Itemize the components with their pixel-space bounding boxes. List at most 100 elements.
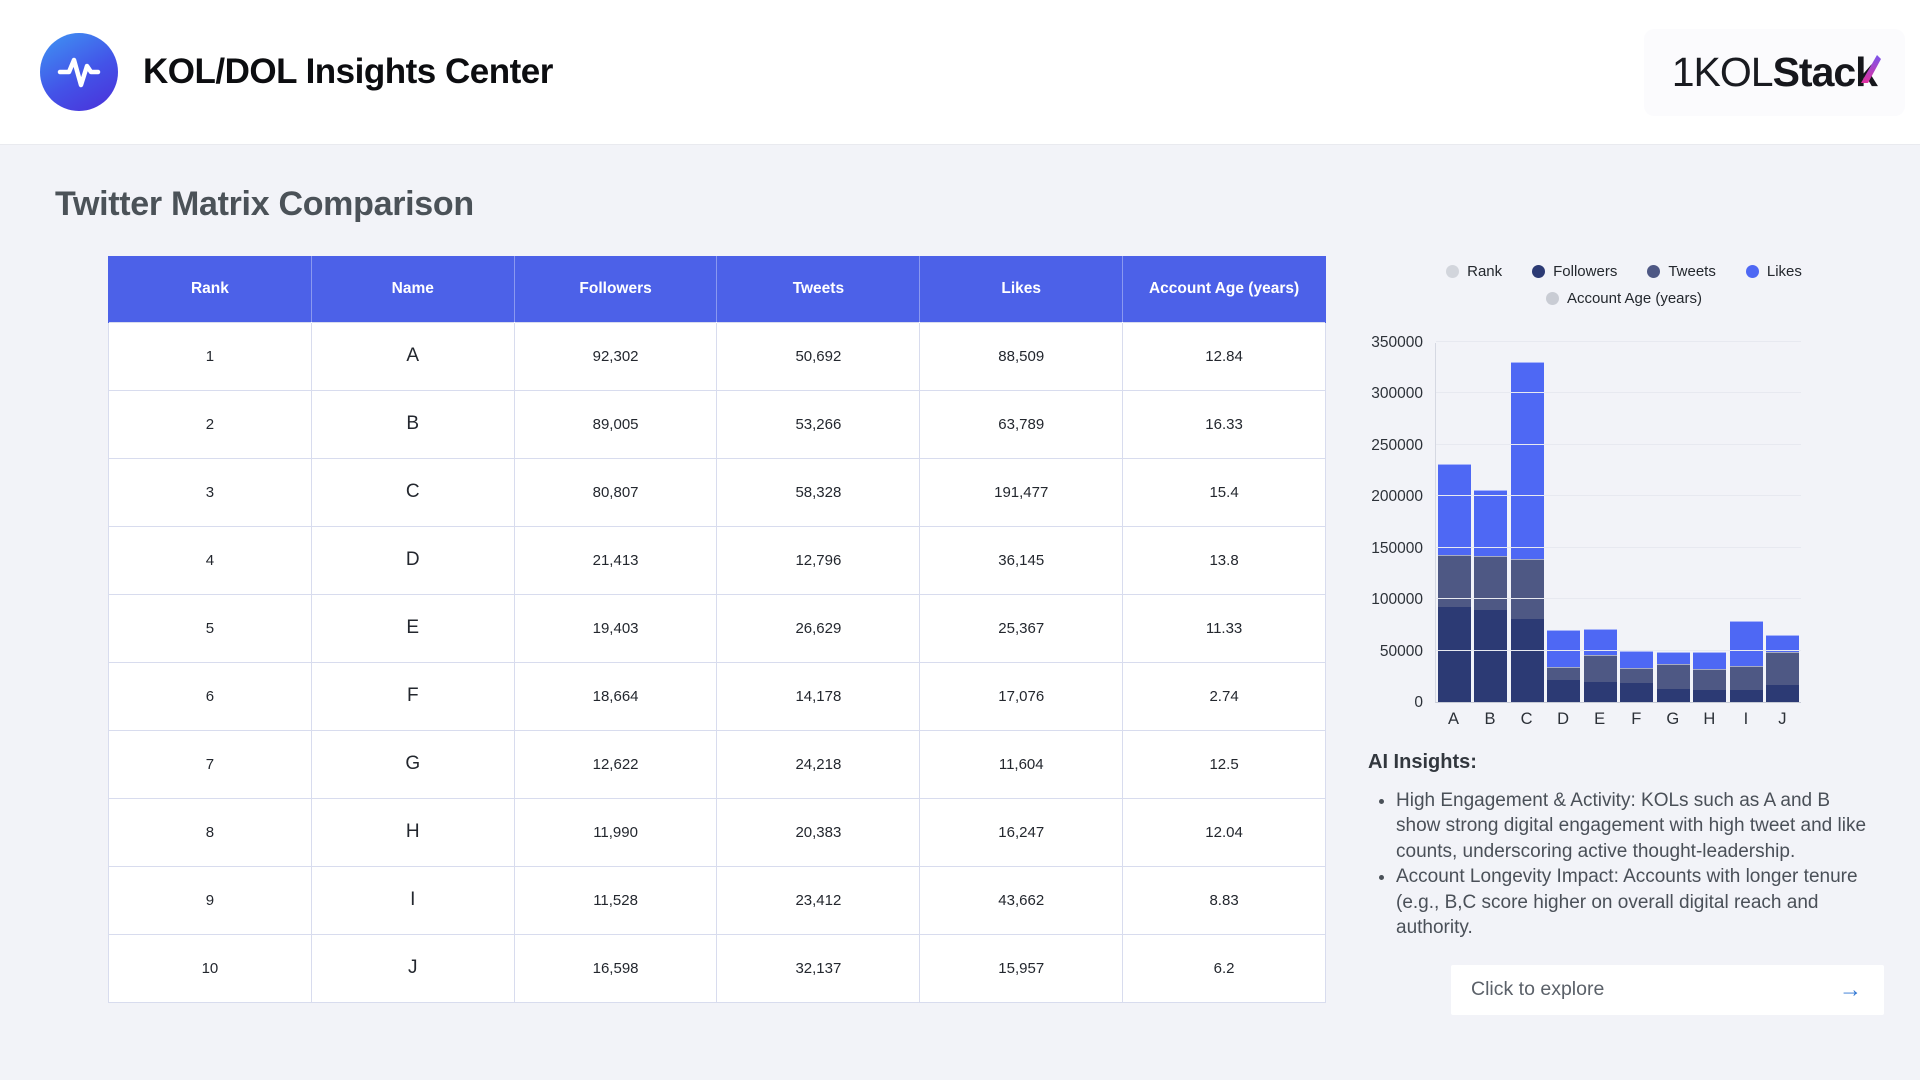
legend-item-rank[interactable]: Rank [1446, 263, 1502, 280]
table-header-row: Rank Name Followers Tweets Likes Account Age … [108, 256, 1326, 322]
bar-segment-likes [1765, 635, 1799, 652]
table-cell: 5 [108, 593, 312, 663]
bar-segment-likes [1693, 652, 1727, 669]
x-axis-label: J [1778, 710, 1787, 728]
column-header: Likes [919, 256, 1124, 322]
legend-item-account-age-years[interactable]: Account Age (years) [1545, 290, 1702, 307]
gridline [1436, 392, 1801, 394]
table-cell: 16.33 [1122, 389, 1326, 459]
gridline [1436, 546, 1801, 548]
chart-legend: Rank Followers Tweets Likes Account Age (yea… [1360, 263, 1888, 307]
legend-item-followers[interactable]: Followers [1532, 263, 1617, 280]
legend-label: Likes [1766, 263, 1802, 280]
table-cell: C [310, 457, 515, 527]
legend-dot-icon [1532, 265, 1546, 278]
legend-dot-icon [1745, 265, 1759, 278]
bar-c[interactable] [1510, 361, 1544, 702]
bar-j[interactable] [1765, 635, 1799, 702]
table-cell: 88,509 [919, 321, 1124, 391]
table-cell: 21,413 [513, 525, 718, 595]
table-cell: A [310, 321, 515, 391]
explore-label: Click to explore [1471, 978, 1605, 1001]
bar-segment-followers [1438, 607, 1471, 702]
table-body: 1 A 92,302 50,692 88,509 12.84 2 B 89,005 53,266 6… [108, 321, 1326, 1003]
bar-segment-followers [1693, 689, 1727, 702]
explore-button[interactable]: Click to explore → [1451, 964, 1884, 1015]
bar-b[interactable] [1474, 490, 1508, 702]
legend-item-likes[interactable]: Likes [1745, 263, 1802, 280]
bar-e[interactable] [1583, 628, 1617, 702]
table-row: 2 B 89,005 53,266 63,789 16.33 [108, 389, 1326, 459]
table-cell: 16,247 [919, 797, 1124, 867]
table-row: 5 E 19,403 26,629 25,367 11.33 [108, 593, 1326, 663]
kolstack-accent-icon [1861, 54, 1881, 83]
table-row: 8 H 11,990 20,383 16,247 12.04 [108, 797, 1326, 867]
table-cell: J [310, 933, 515, 1003]
app-title: KOL/DOL Insights Center [143, 52, 553, 91]
bar-segment-tweets [1510, 558, 1544, 619]
x-axis-label: A [1447, 710, 1459, 728]
legend-item-tweets[interactable]: Tweets [1647, 263, 1716, 280]
bar-f[interactable] [1620, 650, 1654, 702]
insight-bullet: Account Longevity Impact: Accounts with … [1396, 864, 1878, 940]
table-cell: 15.4 [1122, 457, 1326, 527]
table-cell: 43,662 [919, 865, 1124, 935]
table-cell: 12.5 [1122, 729, 1326, 799]
bar-segment-followers [1765, 684, 1799, 702]
x-axis-label: D [1557, 710, 1570, 728]
table-cell: 18,664 [513, 661, 718, 731]
bar-g[interactable] [1656, 652, 1690, 702]
brand-bold-text: Stack [1772, 48, 1878, 95]
bar-i[interactable] [1729, 621, 1763, 702]
table-cell: 16,598 [513, 933, 718, 1003]
bar-segment-tweets [1765, 651, 1799, 685]
gridline [1436, 598, 1801, 600]
bar-segment-likes [1656, 652, 1690, 665]
x-axis-label: B [1484, 710, 1496, 728]
bar-segment-tweets [1583, 654, 1617, 683]
y-axis-label: 150000 [1371, 539, 1423, 557]
chart-bars [1436, 343, 1801, 702]
bar-h[interactable] [1693, 652, 1727, 702]
bar-segment-likes [1729, 621, 1763, 667]
table-cell: 12.84 [1122, 321, 1326, 391]
y-axis-label: 0 [1414, 694, 1423, 711]
table-cell: 2.74 [1122, 661, 1326, 731]
table-cell: 58,328 [716, 457, 921, 527]
table-cell: 4 [108, 525, 312, 595]
table-cell: G [310, 729, 515, 799]
table-cell: 7 [108, 729, 312, 799]
gridline [1436, 443, 1801, 445]
table-cell: 92,302 [513, 321, 718, 391]
x-axis-label: E [1594, 710, 1606, 728]
table-cell: 11.33 [1122, 593, 1326, 663]
y-axis-label: 250000 [1371, 436, 1423, 454]
table-cell: 12.04 [1122, 797, 1326, 867]
table-cell: 15,957 [919, 933, 1124, 1003]
table-row: 7 G 12,622 24,218 11,604 12.5 [108, 729, 1326, 799]
bar-segment-likes [1583, 628, 1617, 655]
bar-a[interactable] [1438, 463, 1471, 702]
table-cell: 12,796 [716, 525, 921, 595]
y-axis: 0 50000 100000 150000 200000 250000 300000 3500… [1360, 334, 1435, 711]
y-axis-label: 300000 [1371, 385, 1423, 403]
table-cell: 12,622 [513, 729, 718, 799]
gridline [1436, 649, 1801, 651]
insights-list: High Engagement & Activity: KOLs such as… [1368, 788, 1878, 941]
table-row: 1 A 92,302 50,692 88,509 12.84 [108, 321, 1326, 391]
x-axis-label: G [1666, 710, 1680, 728]
bar-d[interactable] [1547, 629, 1581, 702]
table-cell: 3 [108, 457, 312, 527]
table-cell: H [310, 797, 515, 867]
x-axis-label: I [1743, 710, 1749, 728]
y-axis-label: 100000 [1371, 591, 1423, 609]
bar-segment-likes [1547, 629, 1581, 667]
table-cell: 8 [108, 797, 312, 867]
column-header: Account Age (years) [1122, 256, 1326, 322]
y-axis-label: 50000 [1379, 642, 1423, 660]
x-axis-labels: A B C D E F G H I J [1435, 710, 1801, 729]
legend-label: Followers [1553, 263, 1618, 280]
x-axis-label: H [1703, 710, 1716, 728]
arrow-right-icon: → [1839, 976, 1862, 1003]
table-cell: 63,789 [919, 389, 1124, 459]
